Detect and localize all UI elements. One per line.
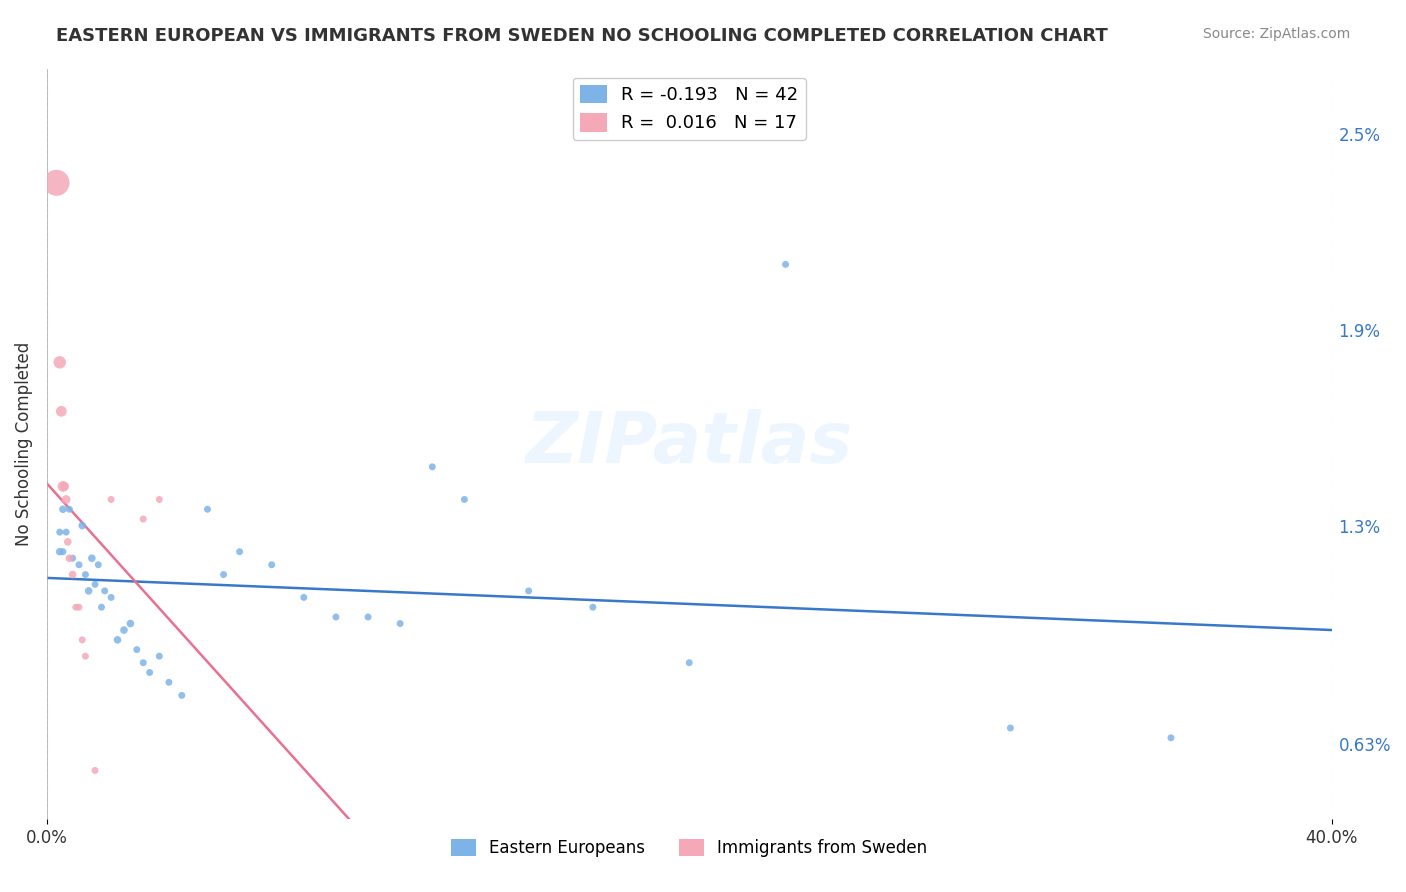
Point bbox=[62, 567, 84, 582]
Point bbox=[56, 535, 79, 549]
Point bbox=[90, 600, 112, 615]
Point bbox=[58, 551, 80, 566]
Point bbox=[292, 591, 315, 605]
Point bbox=[138, 665, 160, 680]
Point bbox=[517, 583, 540, 598]
Point bbox=[70, 518, 93, 533]
Point bbox=[67, 600, 90, 615]
Point bbox=[48, 525, 70, 540]
Point bbox=[125, 642, 148, 657]
Point bbox=[420, 459, 443, 474]
Point bbox=[75, 567, 97, 582]
Point bbox=[1160, 731, 1182, 745]
Point bbox=[75, 649, 97, 664]
Point bbox=[45, 176, 67, 190]
Point bbox=[100, 492, 122, 507]
Point bbox=[48, 545, 70, 559]
Point bbox=[58, 502, 80, 516]
Point bbox=[84, 577, 107, 591]
Point bbox=[775, 257, 797, 271]
Point bbox=[132, 512, 155, 526]
Point bbox=[120, 616, 142, 631]
Point bbox=[212, 567, 235, 582]
Point bbox=[148, 492, 170, 507]
Point bbox=[100, 591, 122, 605]
Text: ZIPatlas: ZIPatlas bbox=[526, 409, 853, 478]
Point bbox=[62, 551, 84, 566]
Point bbox=[1000, 721, 1022, 735]
Point bbox=[70, 632, 93, 647]
Point bbox=[453, 492, 475, 507]
Point bbox=[228, 545, 250, 559]
Point bbox=[582, 600, 605, 615]
Point bbox=[51, 404, 73, 418]
Point bbox=[55, 525, 77, 540]
Y-axis label: No Schooling Completed: No Schooling Completed bbox=[15, 342, 32, 546]
Point bbox=[84, 764, 107, 778]
Point bbox=[132, 656, 155, 670]
Legend: Eastern Europeans, Immigrants from Sweden: Eastern Europeans, Immigrants from Swede… bbox=[444, 832, 934, 863]
Point bbox=[80, 551, 103, 566]
Point bbox=[325, 610, 347, 624]
Point bbox=[107, 632, 129, 647]
Point bbox=[260, 558, 283, 572]
Point bbox=[55, 492, 77, 507]
Point bbox=[77, 583, 100, 598]
Point bbox=[389, 616, 412, 631]
Text: Source: ZipAtlas.com: Source: ZipAtlas.com bbox=[1202, 27, 1350, 41]
Point bbox=[170, 689, 193, 703]
Point bbox=[48, 355, 70, 369]
Text: EASTERN EUROPEAN VS IMMIGRANTS FROM SWEDEN NO SCHOOLING COMPLETED CORRELATION CH: EASTERN EUROPEAN VS IMMIGRANTS FROM SWED… bbox=[56, 27, 1108, 45]
Point bbox=[65, 600, 87, 615]
Point bbox=[52, 479, 75, 493]
Point bbox=[157, 675, 180, 690]
Point bbox=[52, 545, 75, 559]
Point bbox=[93, 583, 115, 598]
Point bbox=[87, 558, 110, 572]
Point bbox=[148, 649, 170, 664]
Point bbox=[67, 558, 90, 572]
Point bbox=[357, 610, 380, 624]
Point bbox=[112, 623, 135, 637]
Point bbox=[197, 502, 219, 516]
Point bbox=[678, 656, 700, 670]
Point bbox=[53, 479, 76, 493]
Point bbox=[52, 502, 75, 516]
